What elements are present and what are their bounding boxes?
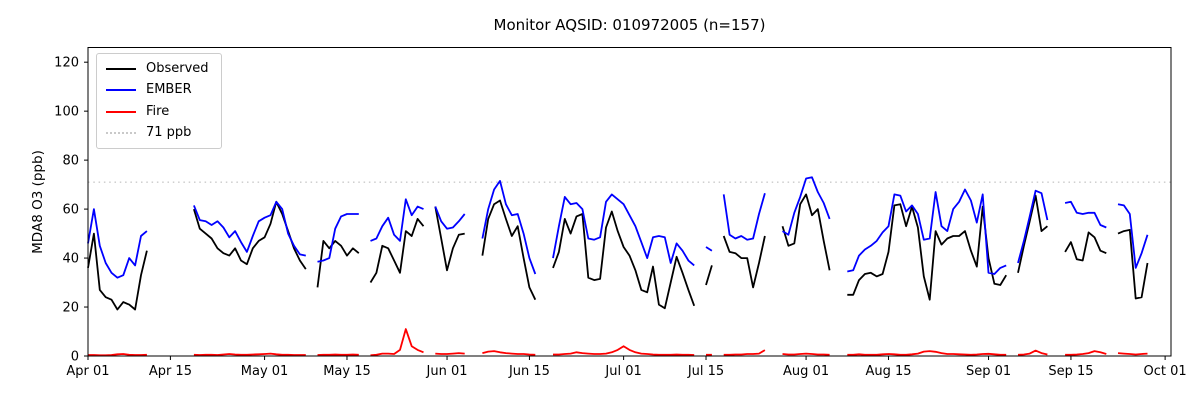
- ember-line-swatch: [106, 89, 136, 92]
- fire-line-swatch: [106, 110, 136, 113]
- x-tick-label: Jul 01: [604, 364, 641, 379]
- x-tick-label: Sep 15: [1048, 364, 1093, 379]
- threshold-line-swatch: [106, 131, 136, 134]
- y-tick-label: 40: [62, 252, 79, 267]
- plot-border: [87, 47, 1172, 357]
- y-tick-label: 100: [54, 105, 79, 120]
- legend-item-ember: EMBER: [106, 82, 209, 98]
- x-tick-label: Jul 15: [687, 364, 724, 379]
- legend-item-threshold: 71 ppb: [106, 125, 209, 141]
- x-tick-label: Oct 01: [1144, 364, 1187, 379]
- series-observed-line: [87, 193, 1149, 311]
- chart-title: Monitor AQSID: 010972005 (n=157): [493, 16, 766, 34]
- legend-label: Observed: [146, 61, 209, 76]
- legend-label: 71 ppb: [146, 124, 192, 140]
- x-tick-label: Jun 15: [508, 364, 550, 379]
- series-ember-line: [87, 176, 1149, 279]
- legend: Observed EMBER Fire 71 ppb: [96, 53, 222, 149]
- x-tick-label: Apr 01: [66, 364, 109, 379]
- series-fire-line: [88, 328, 1148, 357]
- x-tick-label: Apr 15: [149, 364, 192, 379]
- x-tick-label: May 01: [241, 364, 289, 379]
- x-tick-label: Aug 15: [865, 364, 911, 379]
- x-tick-label: Aug 01: [783, 364, 829, 379]
- y-tick-label: 80: [62, 154, 79, 169]
- y-tick-label: 120: [54, 56, 79, 71]
- legend-item-observed: Observed: [106, 61, 209, 77]
- y-tick-label: 60: [62, 203, 79, 218]
- x-tick-label: May 15: [323, 364, 371, 379]
- x-tick-label: Jun 01: [426, 364, 468, 379]
- legend-label: Fire: [146, 103, 170, 119]
- y-tick-label: 20: [62, 301, 79, 316]
- observed-line-swatch: [106, 68, 136, 71]
- y-tick-label: 0: [71, 350, 79, 365]
- legend-label: EMBER: [146, 82, 192, 98]
- legend-item-fire: Fire: [106, 104, 209, 120]
- x-tick-label: Sep 01: [966, 364, 1011, 379]
